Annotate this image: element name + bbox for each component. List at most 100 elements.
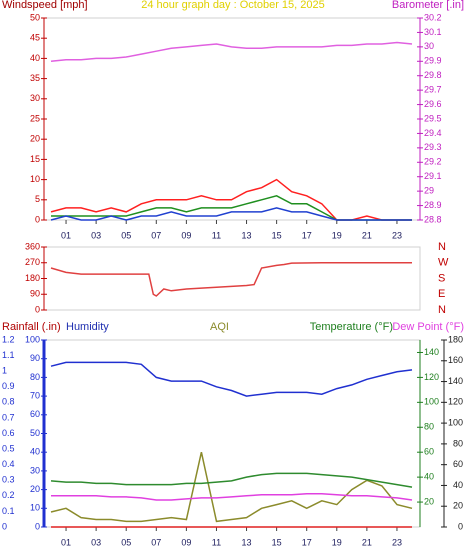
y-tick-label: 100	[448, 417, 463, 427]
compass-label: N	[438, 304, 446, 316]
rain-label: Rainfall (.in)	[2, 321, 61, 333]
y-tick-label: 30	[424, 41, 434, 51]
dewpoint-label: Dew Point (°F)	[392, 321, 464, 333]
y-tick-label: 0.5	[2, 443, 15, 453]
y-tick-label: 100	[424, 397, 439, 407]
y-tick-label: 0.7	[2, 412, 15, 422]
y-tick-label: 180	[25, 273, 40, 283]
y-tick-label: 30	[30, 93, 40, 103]
y-tick-label: 29	[424, 186, 434, 196]
y-tick-label: 30.2	[424, 12, 442, 22]
y-tick-label: 40	[424, 472, 434, 482]
compass-label: W	[438, 257, 449, 269]
y-tick-label: 90	[30, 289, 40, 299]
y-tick-label: 140	[424, 347, 439, 357]
y-tick-label: 0	[2, 521, 7, 531]
y-tick-label: 0.6	[2, 428, 15, 438]
y-tick-label: 20	[30, 484, 40, 494]
y-tick-label: 29.6	[424, 99, 442, 109]
x-tick-label: 11	[212, 537, 221, 547]
x-tick-label: 09	[181, 537, 191, 547]
y-tick-label: 35	[30, 73, 40, 83]
x-tick-label: 15	[272, 230, 282, 240]
y-tick-label: 29.9	[424, 56, 442, 66]
wind-label: Windspeed [mph]	[2, 0, 88, 11]
x-tick-label: 17	[302, 230, 312, 240]
y-tick-label: 50	[30, 12, 40, 22]
y-tick-label: 100	[25, 334, 40, 344]
y-tick-label: 10	[30, 174, 40, 184]
y-tick-label: 0	[35, 214, 40, 224]
x-tick-label: 09	[181, 230, 191, 240]
y-tick-label: 40	[30, 447, 40, 457]
x-tick-label: 13	[242, 537, 252, 547]
x-tick-label: 07	[151, 230, 161, 240]
y-tick-label: 0.3	[2, 475, 15, 485]
y-tick-label: 28.8	[424, 214, 442, 224]
x-tick-label: 17	[302, 537, 312, 547]
y-tick-label: 60	[30, 409, 40, 419]
y-tick-label: 1.1	[2, 350, 15, 360]
y-tick-label: 10	[30, 503, 40, 513]
y-tick-label: 80	[453, 438, 463, 448]
y-tick-label: 29.1	[424, 171, 442, 181]
x-tick-label: 03	[91, 537, 101, 547]
x-tick-label: 01	[61, 537, 71, 547]
y-tick-label: 120	[424, 372, 439, 382]
y-tick-label: 1.2	[2, 334, 15, 344]
aqi-label: AQI	[210, 321, 229, 333]
y-tick-label: 20	[30, 134, 40, 144]
barometer-label: Barometer [.in]	[392, 0, 464, 11]
x-tick-label: 19	[332, 230, 342, 240]
y-tick-label: 60	[453, 459, 463, 469]
x-tick-label: 05	[121, 537, 131, 547]
y-tick-label: 29.7	[424, 85, 442, 95]
y-tick-label: 28.9	[424, 200, 442, 210]
y-tick-label: 0.4	[2, 459, 15, 469]
y-tick-label: 30	[30, 465, 40, 475]
x-tick-label: 01	[61, 230, 71, 240]
compass-label: E	[438, 288, 445, 300]
y-tick-label: 20	[424, 496, 434, 506]
y-tick-label: 5	[35, 194, 40, 204]
x-tick-label: 23	[392, 537, 402, 547]
series-line	[50, 262, 412, 297]
y-tick-label: 25	[30, 113, 40, 123]
y-tick-label: 50	[30, 428, 40, 438]
chart-title: 24 hour graph day : October 15, 2025	[141, 0, 324, 11]
y-tick-label: 140	[448, 376, 463, 386]
y-tick-label: 270	[25, 257, 40, 267]
y-tick-label: 0	[35, 521, 40, 531]
y-tick-label: 360	[25, 241, 40, 251]
x-tick-label: 11	[212, 230, 221, 240]
y-tick-label: 0.9	[2, 381, 15, 391]
y-tick-label: 90	[30, 353, 40, 363]
y-tick-label: 45	[30, 33, 40, 43]
y-tick-label: 29.3	[424, 142, 442, 152]
y-tick-label: 80	[30, 372, 40, 382]
y-tick-label: 20	[453, 501, 463, 511]
y-tick-label: 160	[448, 355, 463, 365]
humidity-label: Humidity	[66, 321, 109, 333]
series-line	[50, 472, 413, 488]
x-tick-label: 21	[362, 230, 372, 240]
y-tick-label: 15	[30, 154, 40, 164]
y-tick-label: 29.8	[424, 70, 442, 80]
y-tick-label: 0.1	[2, 506, 15, 516]
x-tick-label: 15	[272, 537, 282, 547]
y-tick-label: 180	[448, 334, 463, 344]
y-tick-label: 0.2	[2, 490, 15, 500]
y-tick-label: 29.4	[424, 128, 442, 138]
x-tick-label: 03	[91, 230, 101, 240]
y-tick-label: 40	[30, 53, 40, 63]
y-tick-label: 60	[424, 447, 434, 457]
y-tick-label: 0	[35, 304, 40, 314]
series-line	[50, 41, 413, 63]
compass-label: N	[438, 241, 446, 253]
x-tick-label: 07	[151, 537, 161, 547]
y-tick-label: 29.5	[424, 113, 442, 123]
x-tick-label: 23	[392, 230, 402, 240]
series-line	[51, 493, 413, 501]
